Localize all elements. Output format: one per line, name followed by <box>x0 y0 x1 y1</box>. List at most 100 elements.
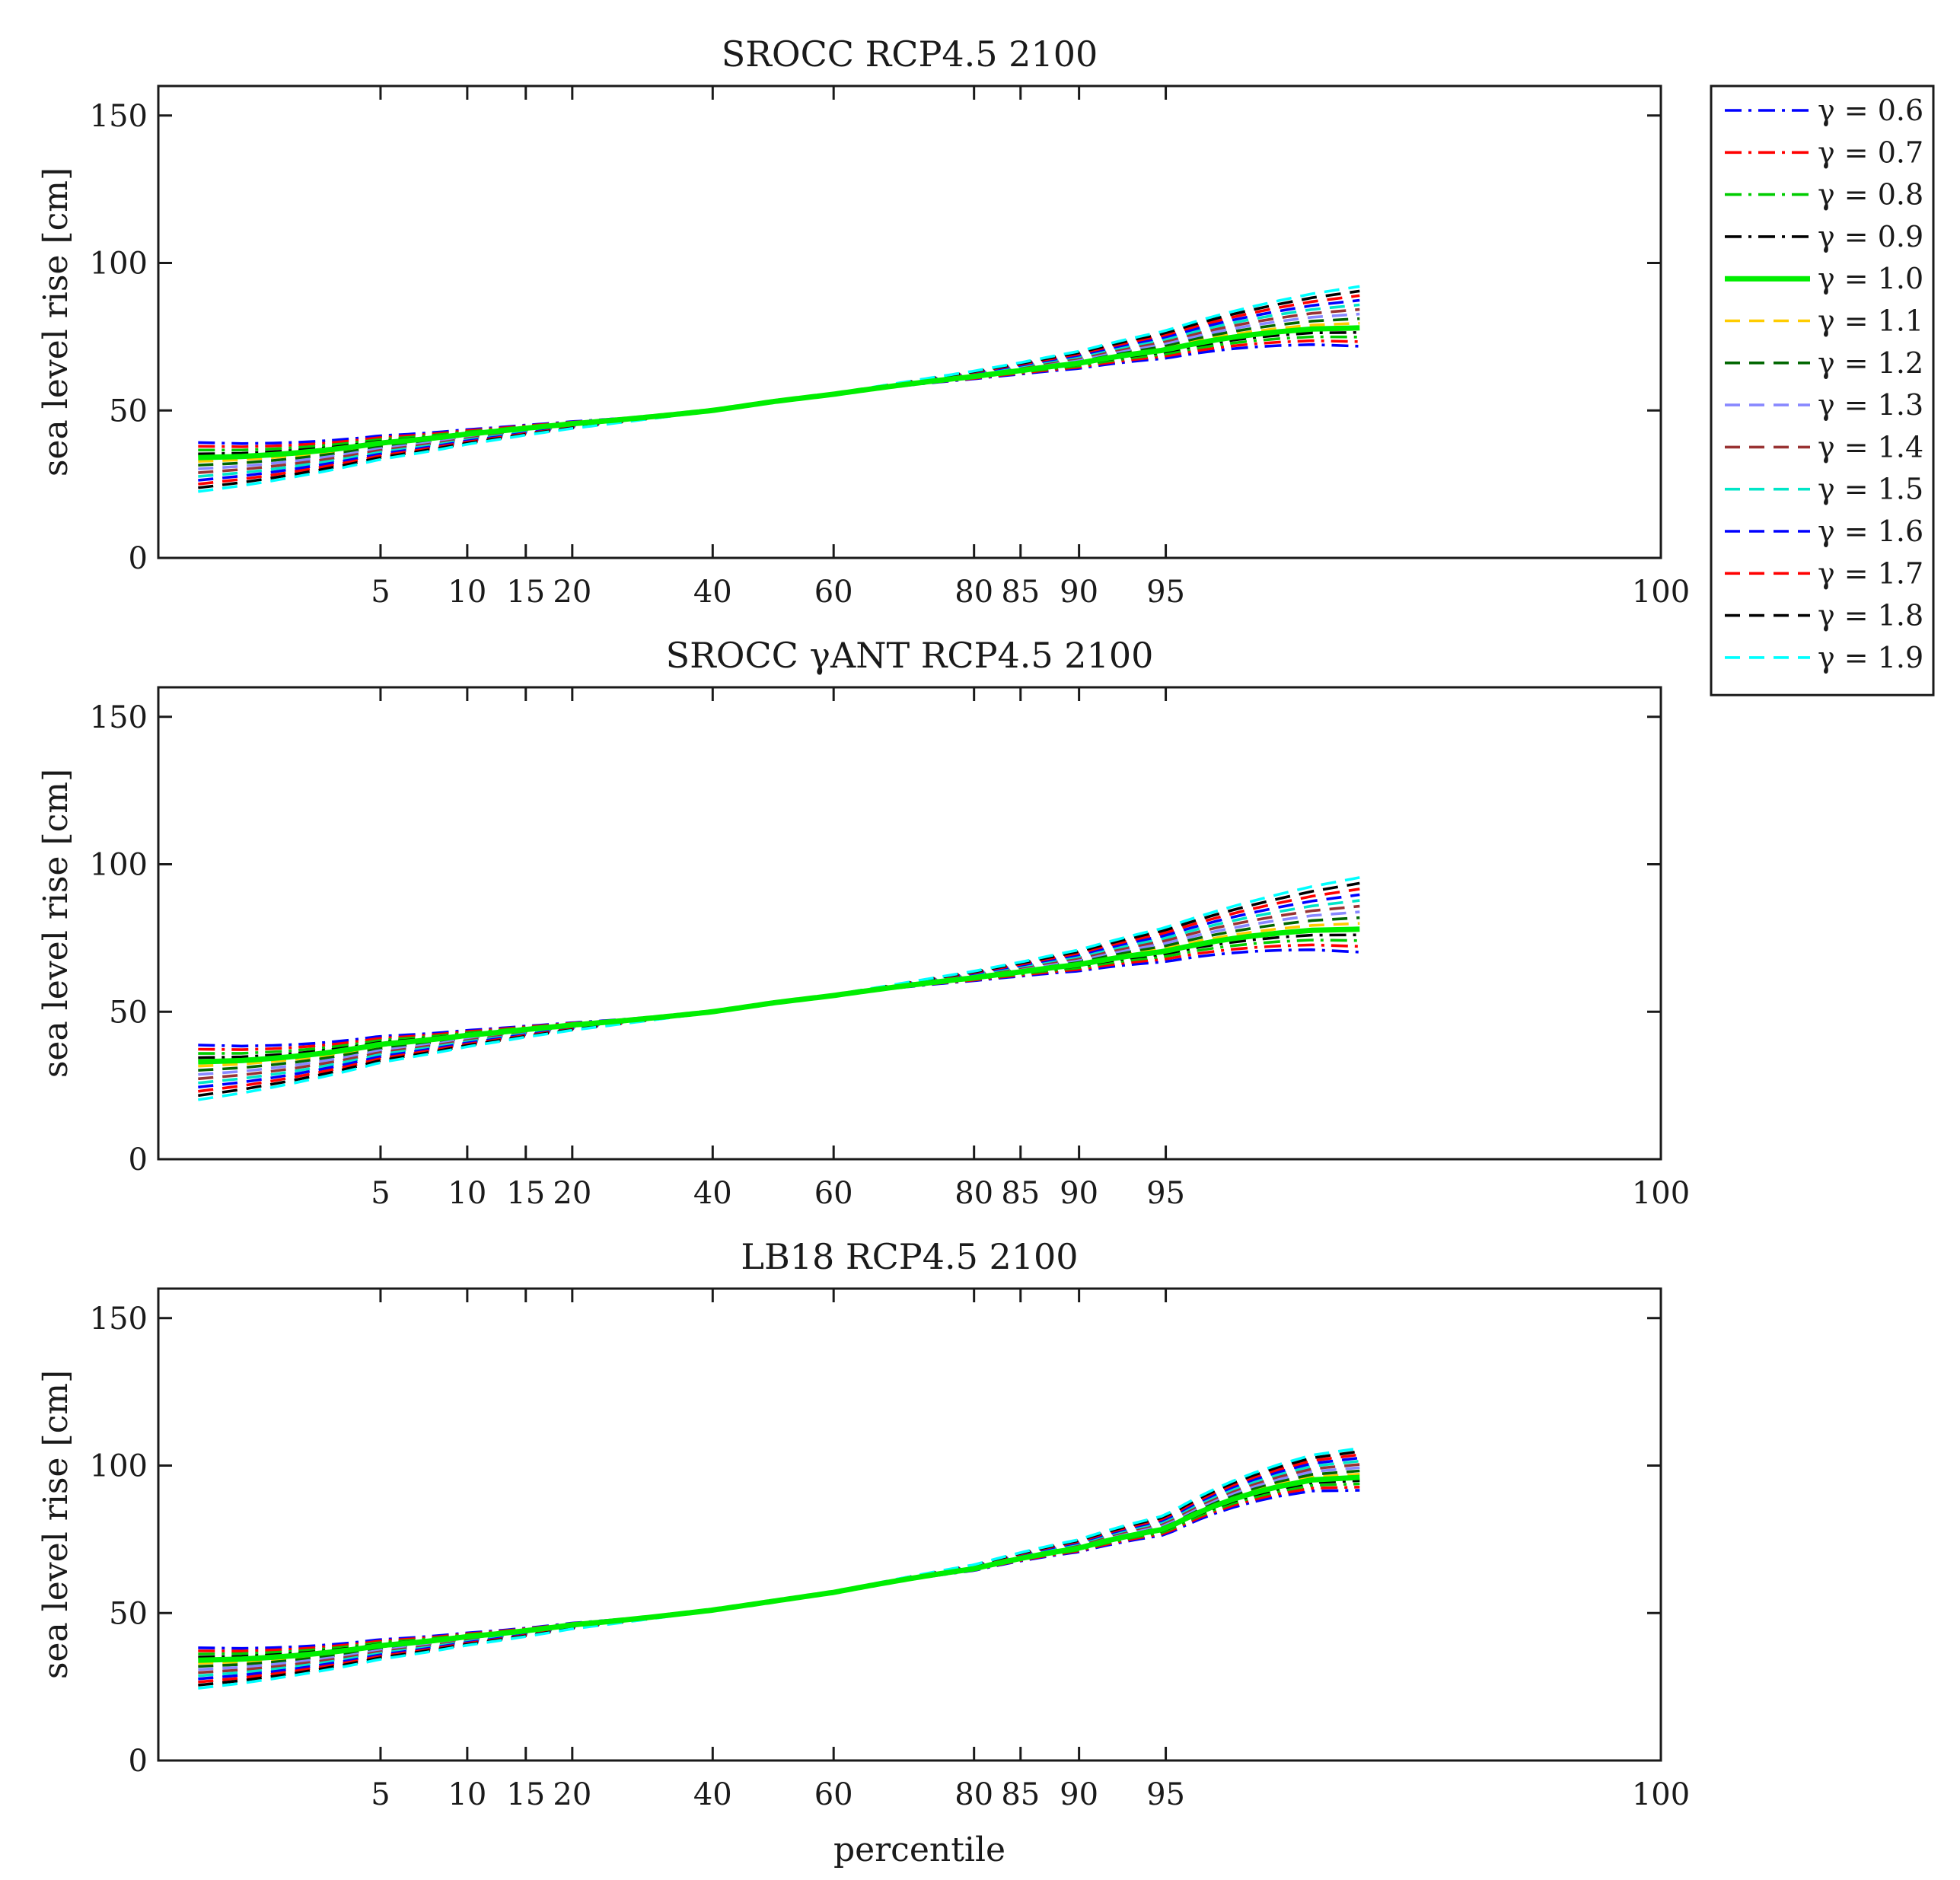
x-tick-label: 10 <box>448 1777 486 1812</box>
y-axis-label: sea level rise [cm] <box>37 1370 75 1679</box>
series-group <box>198 285 1360 493</box>
x-axis-label: percentile <box>833 1831 1005 1869</box>
legend-item: γ = 1.0 <box>1725 262 1923 295</box>
x-tick-label: 15 <box>506 575 545 610</box>
x-tick-label: 90 <box>1060 1777 1098 1812</box>
x-tick-label: 20 <box>553 575 591 610</box>
legend-label: γ = 1.4 <box>1818 430 1923 464</box>
x-tick-label: 100 <box>1632 1176 1690 1211</box>
panel-3: LB18 RCP4.5 2100 sea level rise [cm] 0 50 10… <box>37 1236 1690 1812</box>
panel-title: LB18 RCP4.5 2100 <box>741 1236 1078 1277</box>
legend-label: γ = 1.3 <box>1818 388 1923 422</box>
legend-box <box>1710 84 1935 696</box>
axes-box <box>157 84 1662 559</box>
y-axis-label: sea level rise [cm] <box>37 769 75 1078</box>
y-tick-label: 50 <box>109 394 148 429</box>
x-tick-label: 10 <box>448 1176 486 1211</box>
panel-title: SROCC RCP4.5 2100 <box>722 33 1098 75</box>
legend-label: γ = 1.6 <box>1818 515 1923 548</box>
y-tick-label: 150 <box>90 700 148 735</box>
series-group <box>198 876 1360 1101</box>
axes-box <box>157 1287 1662 1762</box>
x-tick-label: 80 <box>955 1777 993 1812</box>
x-tick-label: 80 <box>955 575 993 610</box>
series-line-gamma-1-0 <box>198 325 1360 460</box>
x-tick-label: 95 <box>1146 1176 1185 1211</box>
series-line-gamma-1-9 <box>198 285 1360 493</box>
x-tick-label: 90 <box>1060 1176 1098 1211</box>
y-tick-label: 100 <box>90 1449 148 1484</box>
legend-item: γ = 1.6 <box>1725 515 1923 548</box>
y-axis-label: sea level rise [cm] <box>37 167 75 476</box>
series-line-gamma-1-9 <box>198 1446 1360 1690</box>
legend-item: γ = 1.5 <box>1725 473 1923 506</box>
legend-label: γ = 1.5 <box>1818 473 1923 506</box>
y-tick-label: 50 <box>109 995 148 1030</box>
y-tick-label: 50 <box>109 1596 148 1631</box>
x-tick-label: 95 <box>1146 575 1185 610</box>
legend-item: γ = 0.8 <box>1725 178 1923 212</box>
legend-label: γ = 1.9 <box>1818 641 1923 674</box>
x-tick-label: 85 <box>1001 1176 1040 1211</box>
legend-label: γ = 1.7 <box>1818 556 1923 590</box>
legend-label: γ = 1.1 <box>1818 304 1923 338</box>
x-tick-label: 5 <box>371 1176 390 1211</box>
x-tick-label: 5 <box>371 575 390 610</box>
x-tick-label: 20 <box>553 1777 591 1812</box>
legend-item: γ = 0.9 <box>1725 220 1923 253</box>
legend-label: γ = 0.8 <box>1818 178 1923 212</box>
x-tick-label: 80 <box>955 1176 993 1211</box>
panel-2: SROCC γANT RCP4.5 2100 sea level rise [cm… <box>37 635 1690 1211</box>
y-tick-label: 100 <box>90 848 148 883</box>
legend-item: γ = 0.6 <box>1725 94 1923 127</box>
x-tick-label: 40 <box>693 1176 732 1211</box>
x-tick-label: 60 <box>814 1777 853 1812</box>
y-tick-label: 150 <box>90 1302 148 1337</box>
legend-label: γ = 1.0 <box>1818 262 1923 295</box>
series-group <box>198 1446 1360 1690</box>
y-tick-label: 0 <box>129 541 148 576</box>
x-tick-label: 85 <box>1001 575 1040 610</box>
legend-item: γ = 1.4 <box>1725 430 1923 464</box>
legend-label: γ = 0.9 <box>1818 220 1923 253</box>
series-line-gamma-1-9 <box>198 876 1360 1101</box>
y-tick-label: 0 <box>129 1142 148 1177</box>
x-tick-label: 40 <box>693 1777 732 1812</box>
panel-1: SROCC RCP4.5 2100 sea level rise [cm] 0 50 1… <box>37 33 1690 610</box>
legend-label: γ = 1.8 <box>1818 599 1923 633</box>
x-tick-label: 15 <box>506 1777 545 1812</box>
axes-box <box>157 686 1662 1161</box>
x-tick-label: 60 <box>814 575 853 610</box>
x-tick-label: 85 <box>1001 1777 1040 1812</box>
x-tick-label: 15 <box>506 1176 545 1211</box>
x-tick-label: 40 <box>693 575 732 610</box>
x-tick-label: 95 <box>1146 1777 1185 1812</box>
legend-item: γ = 1.8 <box>1725 599 1923 633</box>
legend-item: γ = 1.2 <box>1725 346 1923 380</box>
legend-item: γ = 1.9 <box>1725 641 1923 674</box>
x-tick-label: 20 <box>553 1176 591 1211</box>
legend-label: γ = 0.6 <box>1818 94 1923 127</box>
legend-item: γ = 1.1 <box>1725 304 1923 338</box>
x-tick-label: 5 <box>371 1777 390 1812</box>
legend-item: γ = 0.7 <box>1725 135 1923 169</box>
series-line-gamma-1-0 <box>198 926 1360 1065</box>
y-tick-label: 100 <box>90 247 148 282</box>
series-line-gamma-1-0 <box>198 1474 1360 1663</box>
legend-item: γ = 1.3 <box>1725 388 1923 422</box>
x-tick-label: 10 <box>448 575 486 610</box>
legend: γ = 0.6 γ = 0.7 γ = 0.8 γ = 0.9 γ = 1.0 γ = 1… <box>1710 84 1935 696</box>
legend-label: γ = 1.2 <box>1818 346 1923 380</box>
x-tick-label: 100 <box>1632 1777 1690 1812</box>
x-tick-label: 90 <box>1060 575 1098 610</box>
y-tick-label: 150 <box>90 99 148 134</box>
x-tick-label: 60 <box>814 1176 853 1211</box>
legend-item: γ = 1.7 <box>1725 556 1923 590</box>
legend-label: γ = 0.7 <box>1818 135 1923 169</box>
x-tick-label: 100 <box>1632 575 1690 610</box>
y-tick-label: 0 <box>129 1744 148 1779</box>
panel-title: SROCC γANT RCP4.5 2100 <box>666 635 1154 676</box>
